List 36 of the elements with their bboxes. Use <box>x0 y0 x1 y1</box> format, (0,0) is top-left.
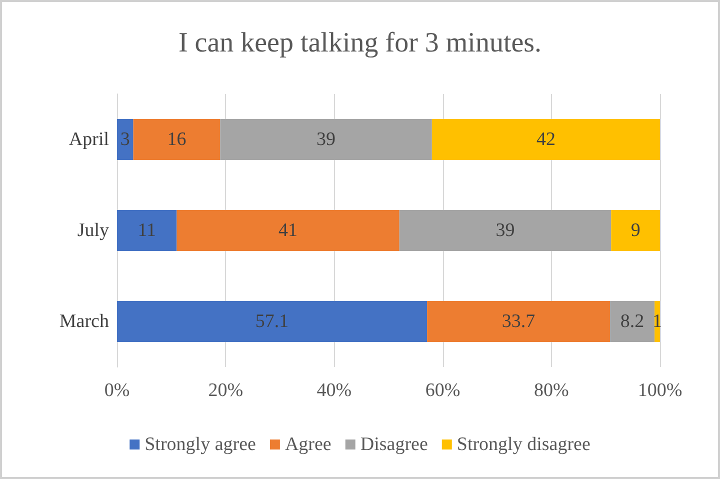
bar <box>176 210 400 251</box>
data-label: 42 <box>536 129 556 150</box>
legend-label: Disagree <box>360 434 428 455</box>
x-tick-label: 20% <box>208 380 244 401</box>
data-label: 8.2 <box>620 311 644 332</box>
y-tick-label: March <box>59 311 110 332</box>
bar <box>133 119 220 160</box>
data-label: 41 <box>278 220 298 241</box>
x-tick-label: 80% <box>534 380 569 401</box>
y-tick-label: April <box>68 129 109 150</box>
x-tick-label: 40% <box>316 380 352 401</box>
data-label: 3 <box>120 129 130 150</box>
bar <box>610 301 655 342</box>
y-tick-label: July <box>77 220 110 241</box>
data-label: 39 <box>496 220 515 241</box>
data-label: 9 <box>630 220 640 241</box>
data-label: 16 <box>167 129 186 150</box>
data-label: 57.1 <box>255 311 289 332</box>
bar <box>117 210 177 251</box>
data-label: 33.7 <box>502 311 536 332</box>
data-label: 11 <box>138 220 156 241</box>
bar <box>427 301 610 342</box>
x-tick-label: 0% <box>104 380 130 401</box>
x-tick-label: 100% <box>638 380 682 401</box>
chart-title: I can keep talking for 3 minutes. <box>178 28 542 58</box>
bar <box>399 210 612 251</box>
bar <box>117 301 428 342</box>
legend-label: Strongly agree <box>144 434 256 455</box>
bar <box>220 119 432 160</box>
data-label: 39 <box>316 129 336 150</box>
bar <box>611 210 660 251</box>
bar <box>432 119 660 160</box>
x-tick-label: 60% <box>425 380 460 401</box>
legend-label: Strongly disagree <box>456 434 590 455</box>
bar <box>117 119 134 160</box>
legend-label: Agree <box>284 434 332 455</box>
